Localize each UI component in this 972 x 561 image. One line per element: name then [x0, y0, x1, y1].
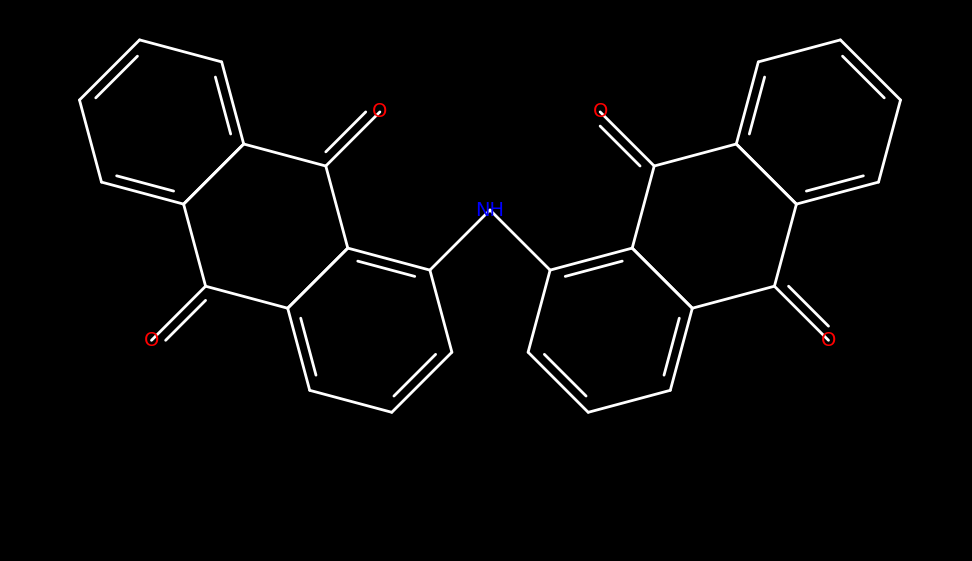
Text: NH: NH	[475, 200, 504, 219]
Text: O: O	[592, 103, 608, 121]
Text: O: O	[820, 331, 836, 350]
Text: O: O	[144, 331, 159, 350]
Text: O: O	[372, 103, 388, 121]
